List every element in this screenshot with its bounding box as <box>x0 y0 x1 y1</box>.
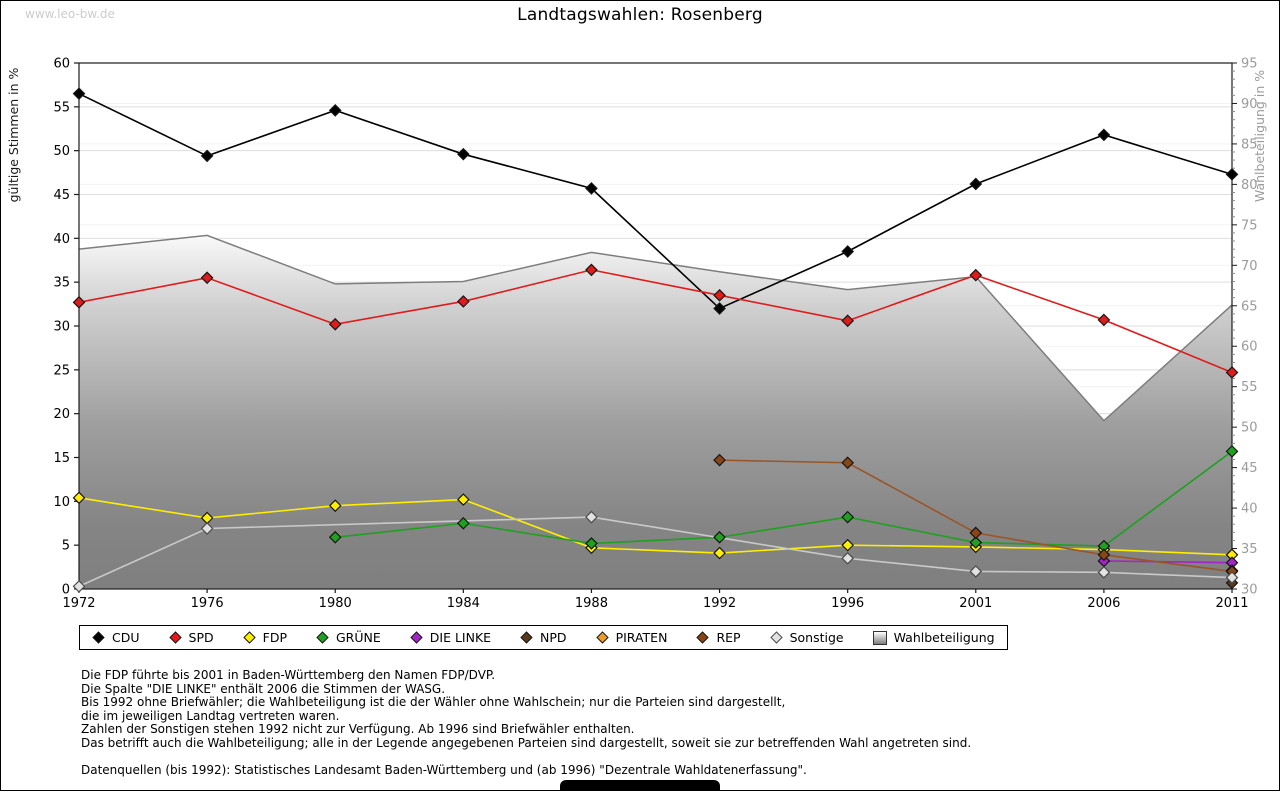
wahlbeteiligung-swatch-icon <box>872 630 887 645</box>
chart-legend: CDU SPD FDP GRÜNE DIE LINKE NPD PIRATEN REP Sons… <box>79 625 1008 650</box>
svg-text:35: 35 <box>53 276 70 291</box>
svg-text:gültige Stimmen in %: gültige Stimmen in % <box>6 67 21 202</box>
svg-text:20: 20 <box>53 407 70 422</box>
npd-marker-icon <box>520 631 533 644</box>
note-line: Bis 1992 ohne Briefwähler; die Wahlbetei… <box>81 695 786 710</box>
note-line: Die Spalte "DIE LINKE" enthält 2006 die … <box>81 681 446 696</box>
note-line: Zahlen der Sonstigen stehen 1992 nicht z… <box>81 722 635 737</box>
legend-item-piraten: PIRATEN <box>595 630 668 645</box>
legend-item-rep: REP <box>696 630 741 645</box>
gruene-marker-icon <box>316 631 329 644</box>
svg-text:80: 80 <box>1241 178 1258 193</box>
svg-text:40: 40 <box>53 232 70 247</box>
legend-label: Sonstige <box>789 630 844 645</box>
svg-text:90: 90 <box>1241 97 1258 112</box>
spd-marker-icon <box>168 631 182 644</box>
svg-text:1980: 1980 <box>319 596 352 611</box>
svg-text:45: 45 <box>1241 461 1258 476</box>
svg-text:0: 0 <box>62 583 70 598</box>
svg-text:1972: 1972 <box>62 596 95 611</box>
legend-item-gruene: GRÜNE <box>316 630 381 645</box>
rep-marker-icon <box>696 631 710 644</box>
svg-text:50: 50 <box>1241 421 1258 436</box>
svg-text:2001: 2001 <box>959 596 992 611</box>
die-linke-marker-icon <box>410 631 423 644</box>
svg-text:75: 75 <box>1241 218 1258 233</box>
legend-label: NPD <box>540 630 567 645</box>
legend-item-sonstige: Sonstige <box>769 630 844 645</box>
watermark: www.leo-bw.de <box>25 7 115 21</box>
svg-text:70: 70 <box>1241 259 1258 274</box>
svg-text:45: 45 <box>53 188 70 203</box>
svg-text:1996: 1996 <box>831 596 864 611</box>
note-line: die im jeweiligen Landtag vertreten ware… <box>81 708 340 723</box>
svg-text:40: 40 <box>1241 502 1258 517</box>
svg-text:60: 60 <box>1241 340 1258 355</box>
svg-text:30: 30 <box>53 320 70 335</box>
svg-text:35: 35 <box>1241 542 1258 557</box>
legend-label: DIE LINKE <box>429 630 492 645</box>
page-title: Landtagswahlen: Rosenberg <box>517 5 763 25</box>
svg-text:1984: 1984 <box>447 596 480 611</box>
svg-text:55: 55 <box>53 100 70 115</box>
svg-text:5: 5 <box>62 539 70 554</box>
svg-text:Wahlbeteiligung in %: Wahlbeteiligung in % <box>1252 70 1267 202</box>
svg-text:50: 50 <box>53 144 70 159</box>
note-line: Die FDP führte bis 2001 in Baden-Württem… <box>81 668 496 682</box>
svg-text:60: 60 <box>53 57 70 72</box>
footnotes: Die FDP führte bis 2001 in Baden-Württem… <box>81 668 972 778</box>
svg-text:30: 30 <box>1241 583 1258 598</box>
legend-label: PIRATEN <box>615 630 668 645</box>
svg-text:2011: 2011 <box>1215 596 1248 611</box>
bottom-indicator-bar <box>560 780 720 790</box>
data-source-line: Datenquellen (bis 1992): Statistisches L… <box>81 763 807 778</box>
svg-text:95: 95 <box>1241 57 1258 72</box>
svg-text:15: 15 <box>53 451 70 466</box>
legend-item-cdu: CDU <box>92 630 140 645</box>
legend-label: GRÜNE <box>335 630 381 645</box>
svg-text:55: 55 <box>1241 380 1258 395</box>
legend-item-spd: SPD <box>168 630 214 645</box>
legend-item-npd: NPD <box>520 630 567 645</box>
svg-text:65: 65 <box>1241 299 1258 314</box>
svg-text:2006: 2006 <box>1087 596 1120 611</box>
svg-text:10: 10 <box>53 495 70 510</box>
legend-item-wahlbeteiligung: Wahlbeteiligung <box>872 630 995 645</box>
legend-label: REP <box>716 630 741 645</box>
svg-text:1992: 1992 <box>703 596 736 611</box>
svg-text:1988: 1988 <box>575 596 608 611</box>
legend-label: FDP <box>262 630 287 645</box>
legend-label: Wahlbeteiligung <box>893 630 995 645</box>
svg-text:1976: 1976 <box>191 596 224 611</box>
svg-text:85: 85 <box>1241 137 1258 152</box>
svg-text:25: 25 <box>53 363 70 378</box>
legend-item-die-linke: DIE LINKE <box>410 630 491 645</box>
fdp-marker-icon <box>242 631 256 644</box>
piraten-marker-icon <box>595 631 609 644</box>
legend-label: SPD <box>188 630 214 645</box>
legend-label: CDU <box>112 630 140 645</box>
sonstige-marker-icon <box>769 631 783 644</box>
election-line-chart: 0 5 10 15 20 25 30 35 40 45 50 55 60 30 35 40 45 50 55 60 65… <box>6 57 1267 612</box>
legend-item-fdp: FDP <box>242 630 287 645</box>
note-line: Das betrifft auch die Wahlbeteiligung; a… <box>81 735 972 750</box>
cdu-marker-icon <box>92 631 105 644</box>
